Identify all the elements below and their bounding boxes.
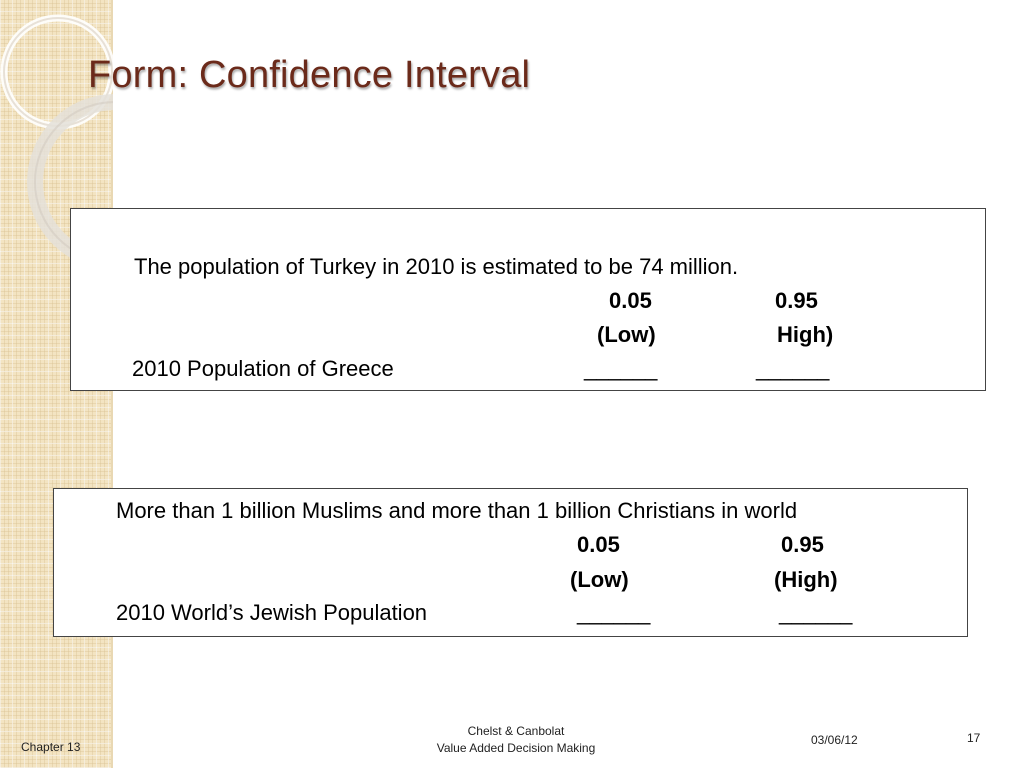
box2-high-value: 0.95 xyxy=(781,532,824,557)
turkey-question-box xyxy=(70,208,986,391)
box1-low-value: 0.05 xyxy=(609,288,652,313)
box2-low-value: 0.05 xyxy=(577,532,620,557)
slide-number: 17 xyxy=(967,731,981,745)
box2-high-blank[interactable]: ______ xyxy=(779,600,853,625)
box2-high-label: (High) xyxy=(774,567,838,592)
footer-center: Chelst & Canbolat Value Added Decision M… xyxy=(390,723,642,757)
box1-statement: The population of Turkey in 2010 is esti… xyxy=(134,254,739,279)
box1-high-label: High) xyxy=(777,322,834,347)
box2-statement: More than 1 billion Muslims and more tha… xyxy=(116,498,798,523)
box2-low-label: (Low) xyxy=(570,567,629,592)
footer-book-title: Value Added Decision Making xyxy=(436,741,596,755)
box1-high-blank[interactable]: ______ xyxy=(756,356,830,381)
footer-authors: Chelst & Canbolat xyxy=(467,724,565,738)
footer-date: 03/06/12 xyxy=(811,733,858,747)
box2-low-blank[interactable]: ______ xyxy=(577,600,651,625)
footer-chapter: Chapter 13 xyxy=(21,740,81,754)
box1-low-blank[interactable]: ______ xyxy=(584,356,658,381)
box1-low-label: (Low) xyxy=(597,322,656,347)
world-population-question-box xyxy=(53,488,968,637)
box1-question: 2010 Population of Greece xyxy=(132,356,394,381)
slide-title: Form: Confidence Interval xyxy=(88,54,531,96)
box1-high-value: 0.95 xyxy=(775,288,818,313)
box2-question: 2010 World’s Jewish Population xyxy=(116,600,428,625)
